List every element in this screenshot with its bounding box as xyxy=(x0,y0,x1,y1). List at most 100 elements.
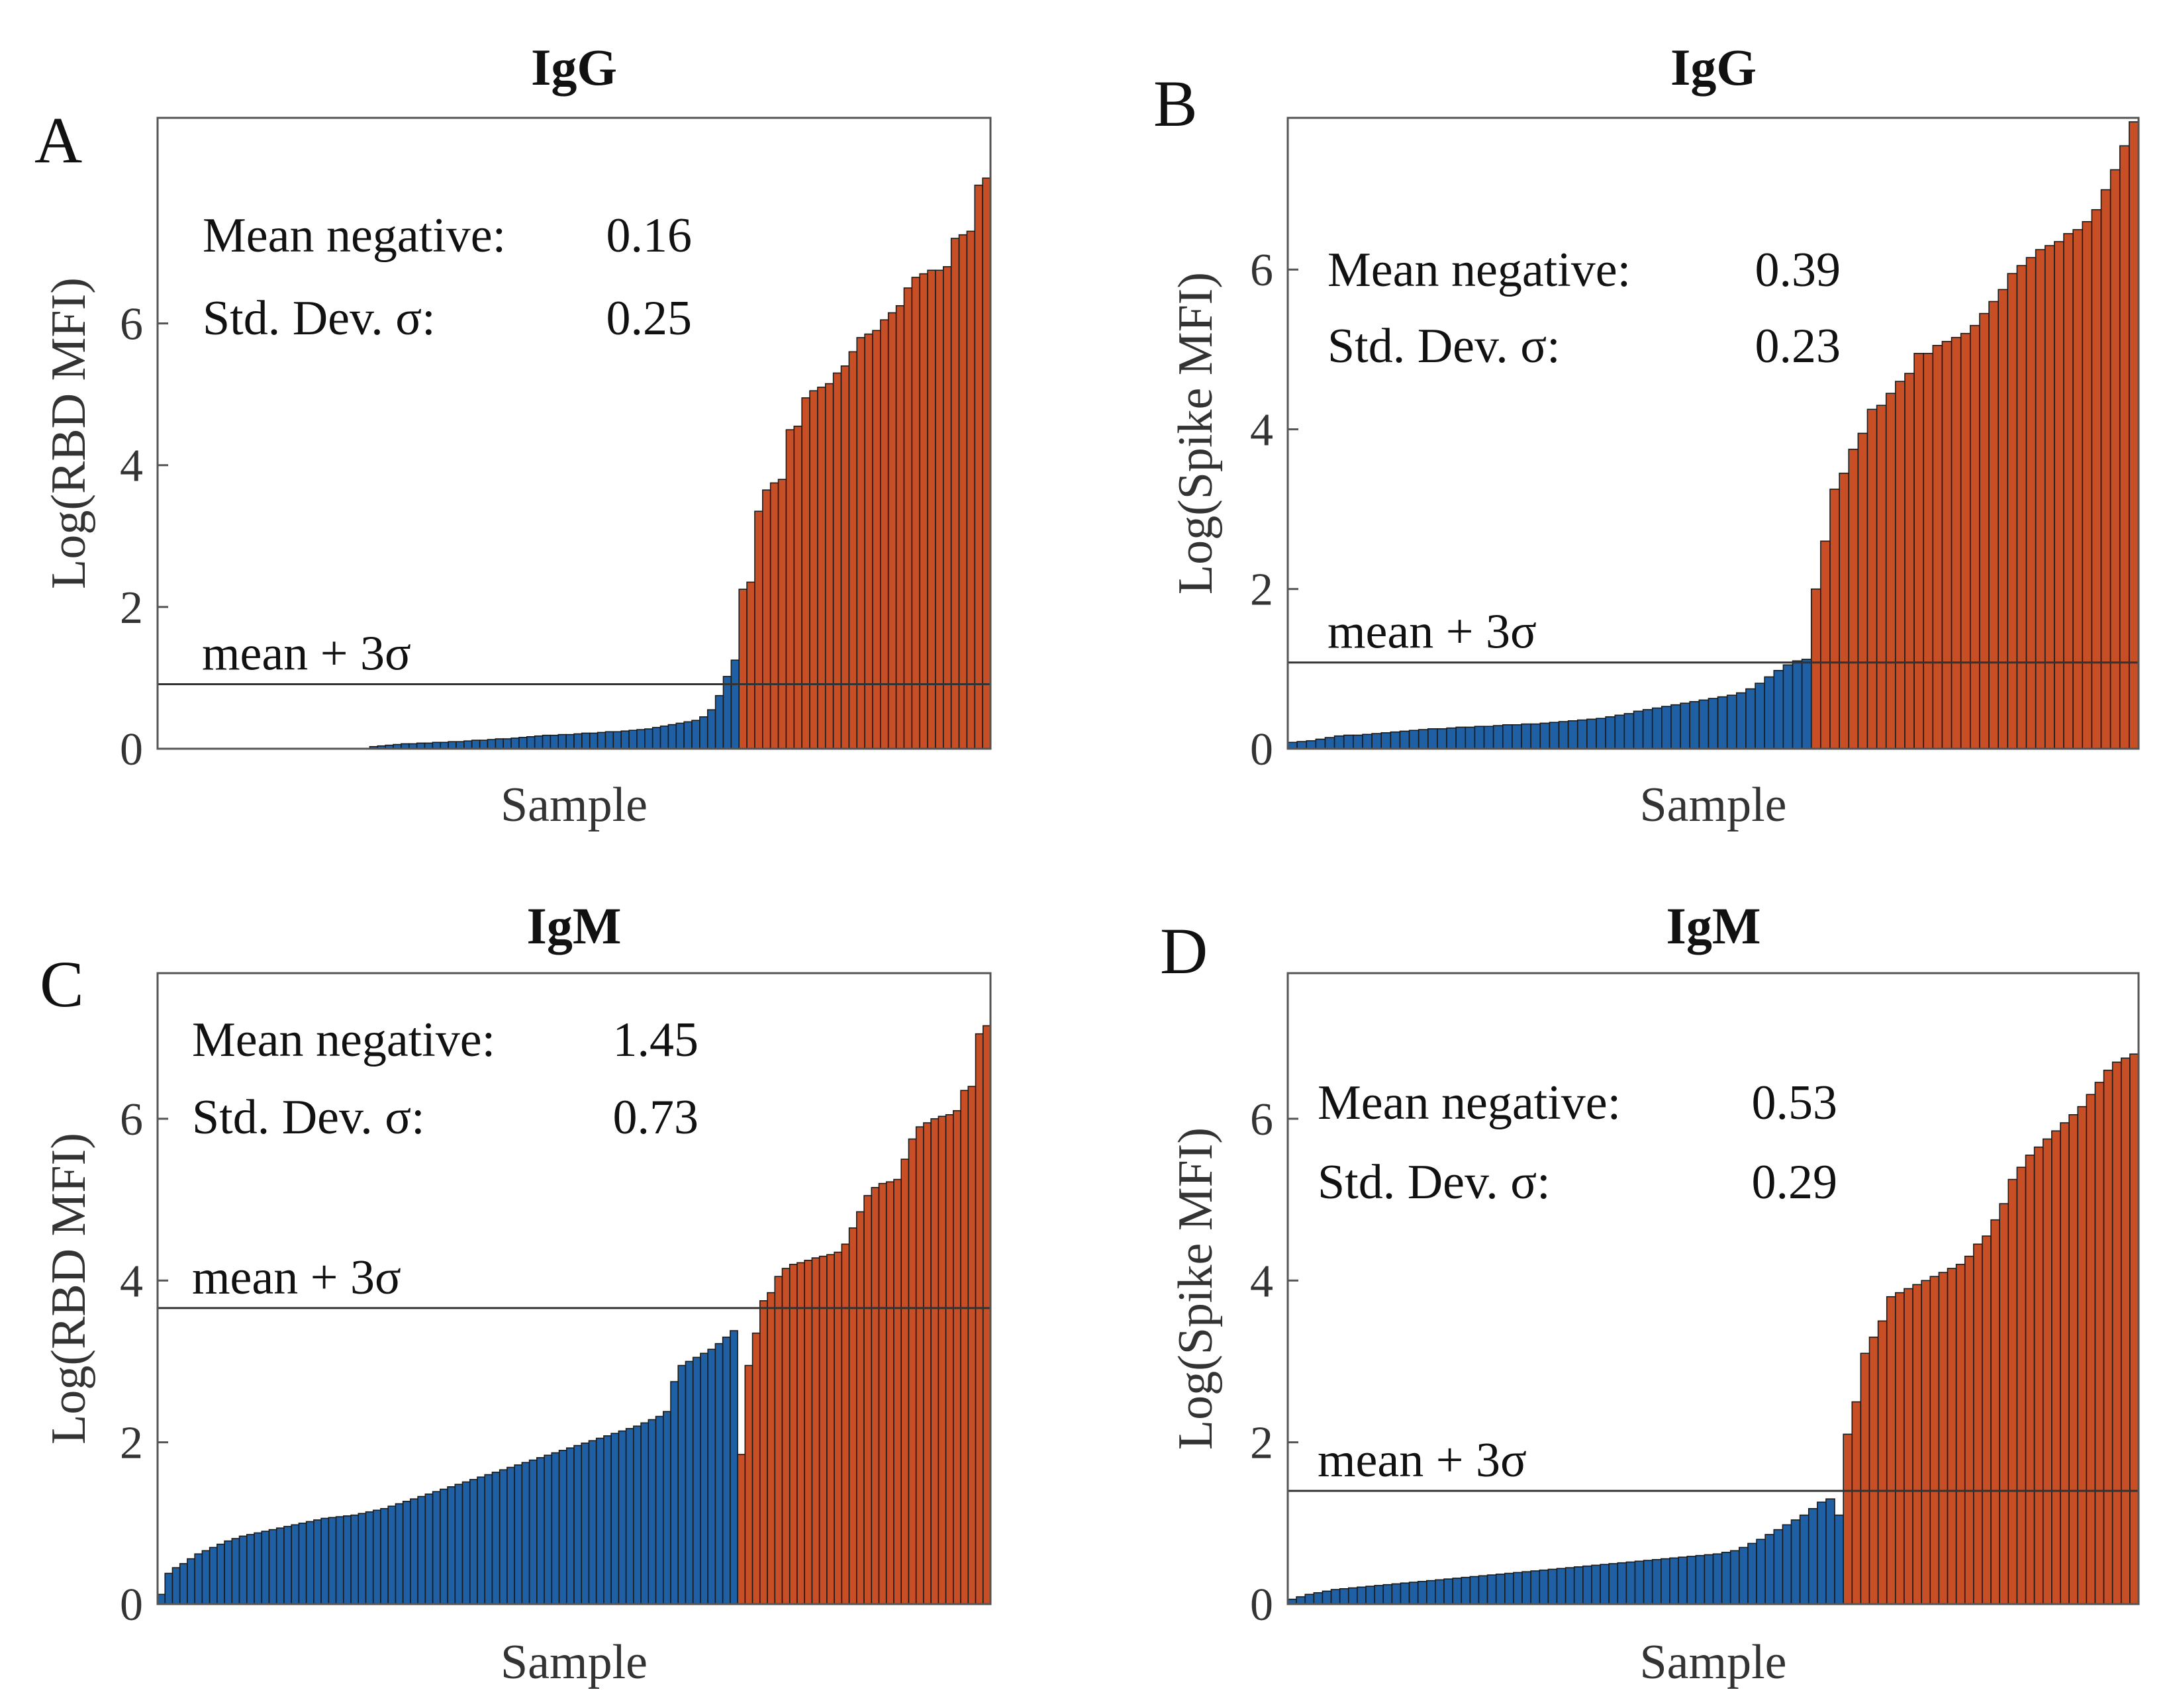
negative-bar xyxy=(1333,735,1345,749)
y-tick-label: 0 xyxy=(1250,724,1273,775)
positive-bar xyxy=(2094,1082,2105,1605)
positive-bar xyxy=(895,305,905,749)
negative-bar xyxy=(487,739,497,749)
negative-bar xyxy=(1586,718,1597,749)
positive-bar xyxy=(840,365,850,749)
negative-bar xyxy=(536,1457,545,1605)
negative-bar xyxy=(342,1515,352,1605)
negative-bar xyxy=(604,731,614,749)
negative-bar xyxy=(1623,713,1635,749)
positive-bar xyxy=(2129,121,2139,749)
negative-bar xyxy=(1556,1568,1567,1605)
negative-bar xyxy=(542,734,552,749)
negative-bar xyxy=(1530,723,1541,749)
negative-bar xyxy=(565,1447,575,1605)
negative-bar xyxy=(1670,704,1681,749)
negative-bar xyxy=(1834,1514,1844,1605)
bars xyxy=(369,177,991,749)
negative-bar xyxy=(1704,1554,1714,1605)
bars xyxy=(1287,1053,2139,1605)
negative-bar xyxy=(1539,722,1551,749)
negative-bar xyxy=(410,1498,418,1605)
threshold-label: mean + 3σ xyxy=(192,1251,401,1305)
negative-bar xyxy=(706,709,716,749)
positive-bar xyxy=(1886,1296,1896,1605)
positive-bar xyxy=(1923,353,1934,749)
negative-bar xyxy=(1695,1554,1706,1605)
negative-bar xyxy=(612,731,622,749)
negative-bar xyxy=(1764,1534,1775,1605)
positive-bar xyxy=(2042,1138,2052,1605)
negative-bar xyxy=(1469,1576,1480,1605)
positive-bar xyxy=(801,397,810,749)
positive-bar xyxy=(1904,373,1915,749)
negative-bar xyxy=(1643,1560,1653,1605)
negative-bar xyxy=(1614,714,1625,749)
negative-bar xyxy=(1437,728,1447,749)
negative-bar xyxy=(722,1337,731,1605)
negative-bar xyxy=(1808,1508,1818,1605)
negative-bar xyxy=(662,1411,671,1605)
negative-bar xyxy=(417,1495,426,1605)
negative-bar xyxy=(1782,1524,1792,1605)
negative-bar xyxy=(1408,730,1420,749)
negative-bar xyxy=(372,1509,381,1605)
negative-bar xyxy=(528,1459,538,1605)
negative-bar xyxy=(534,735,544,749)
negative-bar xyxy=(1483,726,1494,749)
negative-bar xyxy=(707,1349,716,1605)
negative-bar xyxy=(655,1415,664,1605)
y-tick-label: 0 xyxy=(120,724,143,775)
positive-bar xyxy=(834,1251,843,1605)
positive-bar xyxy=(2051,1130,2061,1605)
plot-frame xyxy=(156,117,992,750)
negative-bar xyxy=(1669,1557,1679,1605)
positive-bar xyxy=(2129,1053,2139,1605)
negative-bar xyxy=(1452,1578,1463,1605)
positive-bar xyxy=(2111,1061,2122,1605)
positive-bar xyxy=(1885,393,1896,749)
mean-negative-label: Mean negative: xyxy=(203,209,506,263)
negative-bar xyxy=(1374,1585,1384,1605)
positive-bar xyxy=(942,266,952,749)
negative-bar xyxy=(588,1440,597,1605)
mean-negative-label: Mean negative: xyxy=(1318,1076,1621,1130)
positive-bar xyxy=(774,1276,783,1605)
positive-bar xyxy=(754,510,763,749)
positive-bar xyxy=(1895,381,1906,749)
negative-bar xyxy=(1726,694,1737,749)
y-tick-label: 4 xyxy=(1250,404,1273,455)
positive-bar xyxy=(769,482,779,749)
negative-bar xyxy=(603,1435,612,1605)
positive-bar xyxy=(746,581,755,749)
negative-bar xyxy=(402,1501,411,1605)
std-dev-value: 0.25 xyxy=(606,291,693,346)
positive-bar xyxy=(793,425,802,749)
mean-negative-value: 0.39 xyxy=(1755,243,1841,297)
y-tick-label: 4 xyxy=(120,1256,143,1307)
y-axis-label: Log(Spike MFI) xyxy=(1169,1127,1223,1450)
positive-bar xyxy=(1970,324,1980,749)
positive-bar xyxy=(1955,1264,1966,1605)
negative-bar xyxy=(1790,1519,1801,1605)
positive-bar xyxy=(1938,1272,1949,1605)
positive-bar xyxy=(2016,1166,2027,1605)
positive-bar xyxy=(737,1454,746,1605)
negative-bar xyxy=(1689,701,1700,749)
negative-bar xyxy=(1330,1589,1341,1605)
positive-bar xyxy=(2007,1178,2018,1605)
positive-bar xyxy=(903,287,913,749)
negative-bar xyxy=(722,675,732,749)
positive-bar xyxy=(967,1086,977,1605)
positive-bar xyxy=(1868,1337,1879,1605)
negative-bar xyxy=(1678,1556,1688,1605)
negative-bar xyxy=(667,724,677,749)
negative-bar xyxy=(328,1517,337,1605)
positive-bar xyxy=(2091,209,2102,749)
positive-bar xyxy=(1877,1320,1888,1605)
negative-bar xyxy=(507,1466,515,1605)
negative-bar xyxy=(1825,1498,1835,1605)
negative-bar xyxy=(1680,702,1691,749)
negative-bar xyxy=(589,732,599,749)
negative-bar xyxy=(1661,706,1672,749)
